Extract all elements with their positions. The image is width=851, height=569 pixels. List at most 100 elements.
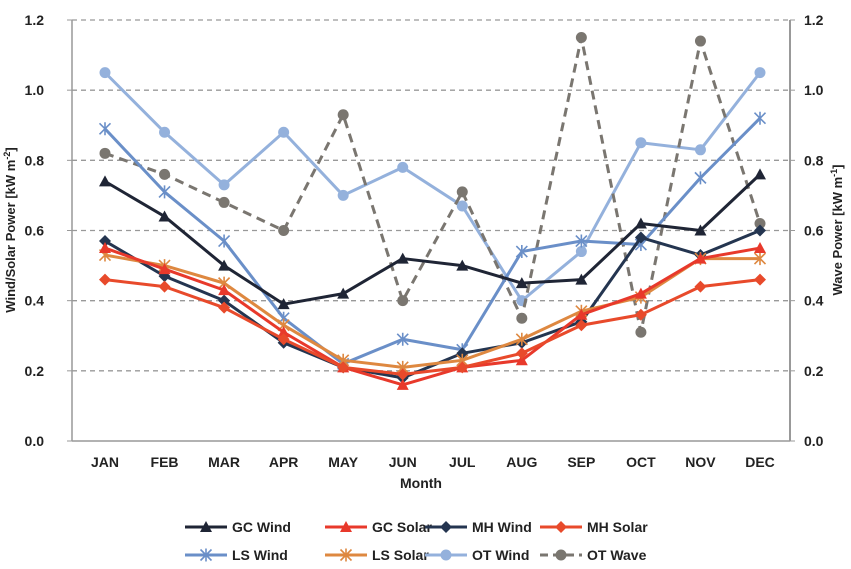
y2-tick-label: 1.0 — [804, 82, 824, 98]
data-point — [337, 287, 350, 299]
data-point — [456, 361, 469, 374]
data-point — [754, 224, 766, 237]
data-point — [575, 32, 587, 44]
data-point — [634, 308, 647, 321]
data-point — [456, 186, 468, 198]
legend-marker — [555, 549, 567, 561]
x-tick-label: AUG — [506, 454, 537, 470]
data-point — [218, 234, 231, 248]
data-point — [516, 312, 528, 324]
series-line — [104, 278, 761, 376]
data-point — [515, 354, 528, 366]
series-ot-wind — [99, 67, 766, 307]
legend: GC Wind GC Solar MH Wind MH Solar LS Wind LS … — [185, 519, 648, 563]
data-point — [515, 245, 528, 259]
y-tick-label: 0.2 — [25, 363, 45, 379]
data-point — [98, 122, 112, 136]
legend-marker — [200, 521, 212, 532]
series-line — [104, 246, 761, 387]
series-line — [104, 229, 761, 380]
data-point — [277, 333, 290, 346]
y-tick-label: 1.0 — [25, 82, 45, 98]
legend-marker — [340, 521, 352, 532]
data-point — [337, 109, 349, 121]
x-tick-labels: JAN FEB MAR APR MAY JUN JUL AUG SEP OCT NOV DEC — [91, 454, 775, 470]
legend-item: OT Wind — [425, 547, 529, 563]
legend-marker — [555, 521, 567, 533]
data-point — [635, 326, 647, 338]
legend-label: LS Solar — [372, 547, 429, 563]
x-axis-label: Month — [400, 475, 442, 491]
data-point — [159, 168, 171, 180]
y-tick-label: 0.6 — [25, 223, 45, 239]
x-tick-label: JUL — [449, 454, 476, 470]
y-tick-labels: 0.0 0.0 0.2 0.2 0.4 0.4 0.6 0.6 0.8 0.8 1.0 1.0 1.2 1… — [25, 12, 824, 449]
data-point — [99, 147, 111, 159]
legend-marker — [199, 548, 213, 562]
data-point — [99, 242, 111, 254]
data-point — [99, 235, 111, 248]
data-point — [456, 200, 468, 212]
legend-label: OT Wave — [587, 547, 647, 563]
series-gc-solar — [99, 242, 766, 390]
data-point — [397, 295, 409, 307]
data-point — [575, 319, 588, 332]
data-point — [753, 111, 767, 125]
legend-item: GC Wind — [185, 519, 291, 535]
data-point — [515, 347, 528, 360]
data-point — [397, 161, 409, 173]
data-point — [754, 273, 766, 286]
series-ot-wave — [99, 32, 766, 338]
y2-axis-label: Wave Power [kW m-1] — [829, 164, 845, 295]
data-point — [396, 378, 409, 390]
series-mh-solar — [99, 273, 766, 381]
legend-item: MH Wind — [425, 519, 532, 535]
y-axis-label: Wind/Solar Power [kW m-2] — [2, 147, 18, 312]
legend-item: MH Solar — [540, 519, 648, 535]
series-line — [104, 253, 760, 369]
legend-label: MH Solar — [587, 519, 648, 535]
y-tick-label: 0.8 — [25, 152, 45, 168]
series-group — [98, 32, 767, 390]
data-point — [694, 224, 707, 236]
x-tick-label: MAR — [208, 454, 240, 470]
x-tick-label: SEP — [567, 454, 595, 470]
series-gc-wind — [99, 168, 766, 310]
data-point — [277, 326, 290, 338]
data-point — [575, 234, 588, 248]
data-point — [754, 217, 766, 229]
data-point — [218, 284, 231, 296]
legend-label: GC Wind — [232, 519, 291, 535]
data-point — [396, 332, 409, 346]
data-point — [158, 263, 171, 275]
y2-tick-label: 1.2 — [804, 12, 824, 28]
data-point — [575, 273, 588, 285]
data-point — [337, 361, 350, 374]
data-point — [753, 252, 767, 266]
y-tick-label: 0.0 — [25, 433, 45, 449]
data-point — [99, 175, 111, 187]
series-ls-wind — [98, 111, 767, 371]
y2-tick-label: 0.8 — [804, 152, 824, 168]
data-point — [515, 277, 528, 289]
data-point — [754, 67, 766, 79]
data-point — [337, 189, 349, 201]
data-point — [575, 308, 588, 320]
data-point — [515, 332, 528, 346]
data-point — [634, 217, 647, 229]
data-point — [218, 259, 231, 271]
data-point — [218, 179, 230, 191]
legend-item: GC Solar — [325, 519, 432, 535]
data-point — [158, 210, 171, 222]
data-point — [575, 246, 587, 258]
y2-tick-label: 0.2 — [804, 363, 824, 379]
data-point — [278, 126, 290, 138]
data-point — [396, 252, 409, 264]
series-line — [103, 71, 762, 303]
x-tick-label: MAY — [328, 454, 358, 470]
y2-tick-label: 0.6 — [804, 223, 824, 239]
y2-tick-label: 0.0 — [804, 433, 824, 449]
data-point — [635, 137, 647, 149]
data-point — [694, 35, 706, 47]
